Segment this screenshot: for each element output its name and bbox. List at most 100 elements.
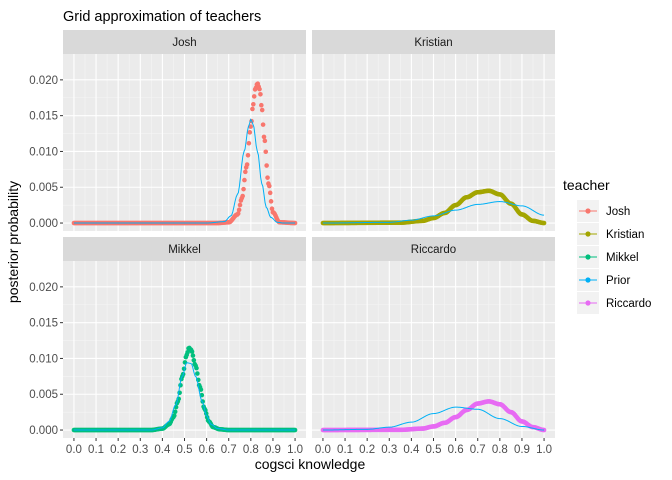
facet-strip-label: Kristian xyxy=(414,37,452,49)
legend-label: Kristian xyxy=(606,229,644,241)
panel-data xyxy=(320,188,547,226)
y-axis-title: posterior probability xyxy=(5,181,21,303)
panel-kristian: Kristian xyxy=(312,30,555,231)
x-tick-label: 0.6 xyxy=(199,444,215,456)
x-tick-label: 0.3 xyxy=(381,444,397,456)
legend-key-point xyxy=(585,277,591,283)
x-tick-label: 1.0 xyxy=(536,444,552,456)
x-tick-label: 0.7 xyxy=(470,444,486,456)
chart-title: Grid approximation of teachers xyxy=(63,9,261,25)
legend-key-point xyxy=(585,254,591,260)
y-tick-label: 0.005 xyxy=(29,182,58,194)
series-line-prior xyxy=(73,118,296,224)
data-point xyxy=(242,177,247,183)
data-point xyxy=(251,101,256,107)
x-tick-label: 0.1 xyxy=(337,444,353,456)
x-tick-label: 0.4 xyxy=(154,444,171,456)
data-point xyxy=(263,149,269,155)
data-point xyxy=(189,349,195,354)
data-point xyxy=(198,387,204,392)
data-point xyxy=(251,94,257,99)
facet-strip xyxy=(63,30,306,54)
y-tick-label: 0.020 xyxy=(29,282,58,294)
facet-strip-label: Josh xyxy=(172,37,196,49)
data-point xyxy=(269,206,275,212)
panel-data xyxy=(71,81,298,226)
data-point xyxy=(247,130,253,135)
data-point xyxy=(265,175,270,180)
legend-key-point xyxy=(585,208,591,214)
y-tick-label: 0.020 xyxy=(29,75,58,87)
x-axis-title: cogsci knowledge xyxy=(255,456,366,472)
data-point xyxy=(248,124,253,129)
data-point xyxy=(541,220,547,226)
legend-key-point xyxy=(585,231,591,237)
x-tick-label: 0.2 xyxy=(359,444,375,456)
panel-data xyxy=(320,399,547,433)
data-point xyxy=(243,169,248,175)
x-tick-label: 0.4 xyxy=(403,444,420,456)
facet-strip xyxy=(63,237,306,261)
data-point xyxy=(258,91,263,97)
legend-item-kristian: Kristian xyxy=(577,223,644,245)
x-tick-label: 0.0 xyxy=(315,444,331,456)
legend-label: Josh xyxy=(606,206,630,218)
y-tick-label: 0.000 xyxy=(29,218,58,230)
data-point xyxy=(250,106,255,112)
y-tick-label: 0.010 xyxy=(29,146,58,158)
series-line-prior xyxy=(73,362,296,431)
x-tick-label: 0.9 xyxy=(265,444,281,456)
legend-item-josh: Josh xyxy=(577,200,630,222)
data-point xyxy=(260,122,266,127)
series-line-prior xyxy=(322,406,545,431)
panel-riccardo: Riccardo 0.0 0.1 0.2 0.3 0.4 0.5 0.6 0.7 0.8 0.9 1.… xyxy=(312,237,555,456)
data-point xyxy=(245,152,251,158)
data-point xyxy=(244,162,250,167)
legend-item-mikkel: Mikkel xyxy=(577,246,639,268)
data-point xyxy=(259,107,265,113)
y-tick-label: 0.015 xyxy=(29,111,58,123)
x-tick-label: 0.6 xyxy=(448,444,464,456)
legend-label: Riccardo xyxy=(606,298,651,310)
data-point xyxy=(194,365,199,371)
panel-data xyxy=(71,345,298,433)
data-point xyxy=(235,211,241,216)
facet-strip-label: Mikkel xyxy=(168,244,201,256)
data-point xyxy=(257,86,262,92)
data-point xyxy=(261,134,267,140)
x-tick-label: 0.5 xyxy=(177,444,193,456)
y-tick-label: 0.015 xyxy=(29,318,58,330)
data-point xyxy=(190,353,196,358)
x-tick-label: 0.7 xyxy=(221,444,237,456)
data-point xyxy=(191,357,197,363)
data-point xyxy=(246,140,252,146)
x-tick-label: 0.0 xyxy=(66,444,82,456)
legend-label: Mikkel xyxy=(606,252,639,264)
facet-strip xyxy=(312,237,555,261)
x-tick-label: 0.3 xyxy=(132,444,148,456)
x-tick-label: 0.8 xyxy=(492,444,508,456)
data-point xyxy=(185,349,190,355)
y-tick-label: 0.010 xyxy=(29,353,58,365)
x-tick-label: 0.5 xyxy=(426,444,442,456)
legend: teacher Josh Kristian Mikkel Prior Riccardo xyxy=(563,177,651,314)
series-kristian xyxy=(320,188,547,226)
x-tick-label: 1.0 xyxy=(287,444,303,456)
data-point xyxy=(268,199,274,204)
legend-label: Prior xyxy=(606,275,630,287)
data-point xyxy=(182,360,188,365)
data-point xyxy=(240,193,245,199)
data-point xyxy=(262,138,268,144)
data-point xyxy=(264,163,269,168)
legend-item-prior: Prior xyxy=(577,269,630,291)
x-tick-label: 0.8 xyxy=(243,444,259,456)
data-point xyxy=(267,190,273,196)
data-point xyxy=(195,371,200,376)
x-tick-label: 0.9 xyxy=(514,444,530,456)
data-point xyxy=(267,183,272,189)
facet-strip xyxy=(312,30,555,54)
data-point xyxy=(237,202,243,208)
facet-strip-label: Riccardo xyxy=(411,244,456,256)
panel-mikkel: Mikkel 0.000 0.005 0.010 0.015 0.020 0.0 0.1 0.2… xyxy=(29,237,306,456)
